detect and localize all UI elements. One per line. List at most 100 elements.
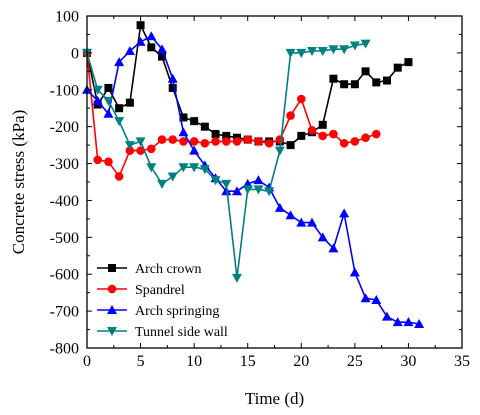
legend-item: Arch springing	[97, 304, 219, 319]
y-tick-label: -500	[50, 230, 79, 247]
data-point	[232, 186, 242, 196]
series-line	[86, 22, 409, 147]
series-line	[86, 42, 366, 278]
data-point	[135, 137, 146, 147]
data-point	[350, 80, 359, 89]
data-point	[178, 163, 189, 173]
data-point	[403, 317, 414, 327]
data-point	[190, 117, 199, 126]
data-point	[146, 31, 157, 41]
legend-item: Tunnel side wall	[97, 325, 228, 340]
data-point	[179, 137, 188, 146]
data-point	[296, 217, 307, 227]
data-point	[339, 45, 350, 55]
data-point	[253, 185, 264, 195]
data-point	[307, 217, 317, 227]
data-point	[199, 165, 210, 175]
data-point	[317, 232, 328, 242]
data-point	[285, 48, 296, 58]
data-point	[253, 175, 264, 185]
data-point	[242, 185, 253, 195]
x-axis-title: Time (d)	[245, 389, 304, 408]
data-point	[103, 108, 114, 118]
data-point	[404, 58, 413, 67]
plot-area	[82, 21, 425, 329]
data-point	[200, 138, 210, 148]
legend-label: Arch crown	[135, 262, 201, 277]
data-point	[135, 36, 146, 46]
x-tick-label: 30	[400, 353, 416, 370]
y-tick-label: 0	[71, 45, 79, 62]
data-point	[104, 83, 113, 92]
x-tick-label: 35	[454, 353, 470, 370]
data-point	[168, 135, 178, 144]
data-point	[317, 47, 328, 57]
legend: Arch crown Spandrel Arch springing Tunnel s…	[97, 262, 228, 340]
data-point	[286, 111, 295, 120]
data-point	[200, 122, 209, 131]
data-point	[232, 273, 242, 283]
data-point	[189, 145, 200, 155]
data-point	[104, 157, 113, 167]
data-point	[92, 95, 103, 105]
data-point	[340, 80, 349, 89]
data-point	[232, 137, 242, 146]
data-point	[329, 129, 338, 139]
data-point	[414, 319, 425, 329]
data-point	[307, 126, 317, 135]
y-tick-label: 100	[55, 9, 79, 26]
y-tick-label: -200	[50, 119, 79, 136]
data-point	[114, 172, 124, 181]
data-point	[124, 141, 135, 151]
legend-marker	[107, 305, 117, 314]
data-point	[383, 76, 391, 85]
axes: 0 5 10 15 20 25 30 35 100 0 -100 -200 -300 -400 -500 -6…	[50, 9, 470, 371]
data-point	[158, 52, 166, 61]
data-point	[339, 208, 350, 218]
data-point	[179, 113, 188, 122]
data-point	[211, 137, 220, 146]
data-point	[167, 172, 178, 182]
x-tick-label: 0	[83, 353, 91, 370]
data-point	[189, 137, 199, 146]
data-point	[167, 73, 178, 83]
data-point	[125, 98, 134, 107]
data-point	[211, 130, 220, 139]
x-tick-label: 20	[293, 353, 309, 370]
data-point	[349, 267, 360, 277]
data-point	[157, 44, 167, 54]
data-point	[168, 83, 177, 92]
legend-marker	[107, 284, 117, 294]
data-point	[274, 202, 285, 212]
series-2	[82, 48, 381, 181]
y-axis-title: Concrete stress (kPa)	[9, 110, 28, 254]
x-tick-label: 25	[347, 353, 363, 370]
data-point	[210, 176, 221, 186]
data-point	[275, 135, 285, 144]
data-point	[361, 67, 370, 76]
legend-label: Spandrel	[135, 283, 185, 298]
data-point	[157, 135, 167, 144]
data-point	[124, 46, 135, 56]
data-point	[328, 45, 339, 55]
data-point	[318, 120, 327, 129]
series-line	[86, 35, 420, 325]
y-tick-label: -400	[50, 193, 79, 210]
data-point	[146, 144, 156, 154]
data-point	[178, 127, 189, 137]
y-tick-label: -600	[50, 267, 79, 284]
data-point	[115, 104, 124, 113]
data-point	[361, 133, 370, 143]
x-tick-label: 10	[186, 353, 202, 370]
legend-marker	[107, 327, 117, 336]
data-point	[318, 131, 328, 141]
legend-label: Tunnel side wall	[135, 325, 228, 340]
data-point	[360, 39, 371, 49]
data-point	[221, 137, 231, 146]
series-line	[86, 52, 377, 179]
legend-item: Arch crown	[97, 262, 201, 277]
series-4	[82, 39, 371, 283]
data-point	[392, 317, 403, 327]
data-point	[296, 94, 306, 104]
data-point	[307, 47, 317, 57]
